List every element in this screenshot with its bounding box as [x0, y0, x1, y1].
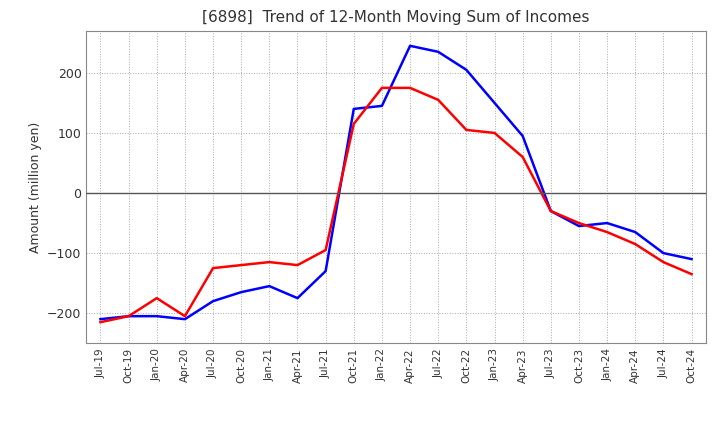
Net Income [518, 154, 527, 160]
Ordinary Income [321, 268, 330, 274]
Net Income [96, 319, 105, 325]
Net Income [406, 85, 415, 91]
Ordinary Income [462, 67, 471, 73]
Net Income [575, 220, 583, 226]
Ordinary Income [96, 316, 105, 322]
Net Income [153, 296, 161, 301]
Ordinary Income [434, 49, 443, 55]
Ordinary Income [406, 43, 415, 48]
Net Income [434, 97, 443, 103]
Ordinary Income [349, 106, 358, 111]
Line: Ordinary Income: Ordinary Income [101, 46, 691, 319]
Title: [6898]  Trend of 12-Month Moving Sum of Incomes: [6898] Trend of 12-Month Moving Sum of I… [202, 11, 590, 26]
Net Income [377, 85, 386, 91]
Net Income [321, 247, 330, 253]
Net Income [462, 127, 471, 132]
Ordinary Income [209, 298, 217, 304]
Ordinary Income [603, 220, 611, 226]
Ordinary Income [659, 250, 667, 256]
Ordinary Income [125, 314, 133, 319]
Net Income [181, 314, 189, 319]
Ordinary Income [153, 314, 161, 319]
Ordinary Income [237, 290, 246, 295]
Ordinary Income [687, 257, 696, 262]
Y-axis label: Amount (million yen): Amount (million yen) [29, 121, 42, 253]
Net Income [349, 121, 358, 127]
Ordinary Income [490, 100, 499, 106]
Net Income [265, 260, 274, 265]
Net Income [659, 260, 667, 265]
Ordinary Income [293, 296, 302, 301]
Line: Net Income: Net Income [101, 88, 691, 322]
Net Income [603, 229, 611, 235]
Net Income [209, 265, 217, 271]
Net Income [237, 262, 246, 268]
Ordinary Income [546, 209, 555, 214]
Ordinary Income [631, 229, 639, 235]
Ordinary Income [377, 103, 386, 109]
Ordinary Income [575, 224, 583, 229]
Net Income [490, 130, 499, 136]
Net Income [631, 242, 639, 247]
Net Income [125, 314, 133, 319]
Ordinary Income [518, 133, 527, 139]
Ordinary Income [181, 316, 189, 322]
Ordinary Income [265, 283, 274, 289]
Net Income [546, 209, 555, 214]
Net Income [293, 262, 302, 268]
Net Income [687, 271, 696, 277]
